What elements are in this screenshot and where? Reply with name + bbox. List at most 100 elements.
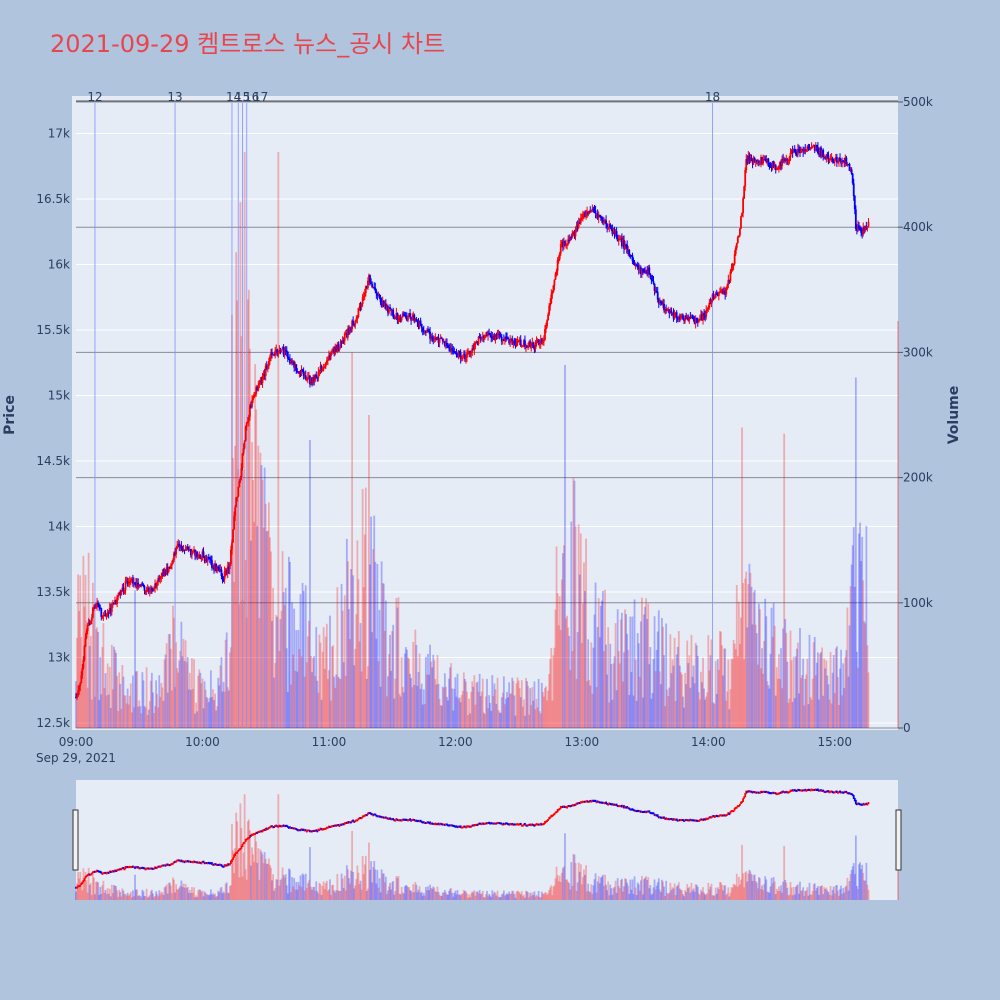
candle-body xyxy=(603,221,605,224)
mini-volume-bar xyxy=(677,882,680,900)
volume-bar xyxy=(609,643,612,728)
mini-candle xyxy=(602,801,604,804)
mini-volume-bar xyxy=(852,863,855,900)
mini-volume-bar xyxy=(297,881,300,900)
mini-volume-bar xyxy=(756,888,759,900)
mini-volume-bar xyxy=(75,891,77,900)
mini-volume-bar xyxy=(497,896,500,900)
mini-volume-bar xyxy=(382,873,385,900)
volume-bar xyxy=(586,681,589,728)
volume-bar xyxy=(614,623,617,728)
candle-body xyxy=(641,269,643,275)
mini-volume-bar xyxy=(631,879,634,900)
mini-volume-bar xyxy=(483,897,486,900)
volume-bar xyxy=(785,632,788,728)
range-slider-left-handle[interactable] xyxy=(72,809,79,871)
volume-bar xyxy=(515,683,518,728)
volume-bar xyxy=(800,678,802,728)
volume-bar xyxy=(111,689,114,728)
candle-body xyxy=(358,306,361,309)
volume-bar xyxy=(402,692,405,728)
mini-candle xyxy=(224,864,227,867)
candle-body xyxy=(458,350,461,353)
mini-candle xyxy=(628,807,631,810)
volume-bar xyxy=(199,672,202,728)
candle-body xyxy=(411,317,414,321)
mini-candle xyxy=(214,863,217,866)
range-slider[interactable] xyxy=(72,780,902,900)
mini-candle xyxy=(378,815,381,818)
volume-bar xyxy=(809,697,812,728)
volume-tick-label: 500k xyxy=(903,95,933,109)
mini-candle xyxy=(291,827,293,830)
mini-candle xyxy=(724,814,727,817)
mini-candle xyxy=(776,792,779,795)
mini-volume-bar xyxy=(820,886,822,900)
mini-candle xyxy=(351,820,354,823)
candle-body xyxy=(230,549,232,565)
candle-body xyxy=(362,295,365,298)
candle-body xyxy=(782,158,785,161)
mini-volume-bar xyxy=(137,896,140,900)
mini-candle xyxy=(248,835,251,839)
candle-body xyxy=(407,315,409,321)
candle-body xyxy=(810,146,813,149)
volume-bar xyxy=(238,604,241,728)
mini-candle xyxy=(409,818,411,821)
candle-body xyxy=(771,161,774,168)
volume-bar xyxy=(633,599,636,728)
mini-volume-bar xyxy=(391,882,394,900)
mini-candle xyxy=(116,869,118,872)
candle-body xyxy=(341,340,344,343)
candle-body xyxy=(328,355,330,360)
candle-body xyxy=(212,567,214,569)
range-slider-right-handle[interactable] xyxy=(895,809,902,871)
volume-bar xyxy=(707,635,710,728)
volume-bar xyxy=(494,689,497,728)
mini-candle xyxy=(276,825,279,828)
mini-volume-bar xyxy=(85,880,88,900)
candle-body xyxy=(574,230,577,237)
candle-body xyxy=(510,338,513,341)
mini-volume-bar xyxy=(767,892,770,900)
candle-body xyxy=(305,378,308,381)
volume-bar xyxy=(533,681,536,728)
mini-volume-bar xyxy=(146,897,149,900)
mini-volume-bar xyxy=(230,885,232,900)
mini-volume-bar xyxy=(814,890,817,900)
volume-bar xyxy=(838,704,840,728)
candle-body xyxy=(343,333,346,341)
volume-bar xyxy=(91,582,94,728)
candle-body xyxy=(604,220,606,222)
volume-bar xyxy=(491,675,494,728)
candle-body xyxy=(301,369,304,372)
mini-candle xyxy=(592,800,595,803)
volume-bar xyxy=(453,688,456,728)
mini-volume-bar xyxy=(732,883,735,900)
mini-volume-bar xyxy=(493,891,496,900)
candle-body xyxy=(402,313,405,316)
mini-candle xyxy=(655,814,658,817)
mini-volume-bar xyxy=(174,892,176,900)
candle-body xyxy=(530,343,533,347)
candle-body xyxy=(166,567,169,572)
volume-bar xyxy=(441,686,444,728)
volume-bar xyxy=(592,647,595,728)
volume-bar xyxy=(356,540,359,728)
volume-bar xyxy=(287,556,290,728)
mini-candle xyxy=(136,866,139,869)
mini-candle xyxy=(264,827,267,832)
volume-bar xyxy=(867,672,870,728)
mini-volume-bar xyxy=(161,892,164,900)
candle-body xyxy=(439,337,442,340)
candle-body xyxy=(842,160,845,162)
candle-body xyxy=(582,214,584,218)
mini-volume-bar xyxy=(643,879,645,900)
mini-volume-bar xyxy=(791,895,794,900)
candle-body xyxy=(201,551,204,558)
candle-body xyxy=(681,315,683,318)
volume-bar xyxy=(762,673,765,728)
volume-bar xyxy=(526,681,528,728)
